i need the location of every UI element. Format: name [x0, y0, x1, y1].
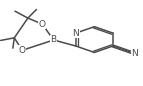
Text: O: O: [19, 46, 26, 55]
Text: N: N: [132, 49, 138, 58]
Text: B: B: [51, 36, 57, 44]
Text: O: O: [39, 20, 46, 29]
Text: N: N: [72, 29, 79, 38]
